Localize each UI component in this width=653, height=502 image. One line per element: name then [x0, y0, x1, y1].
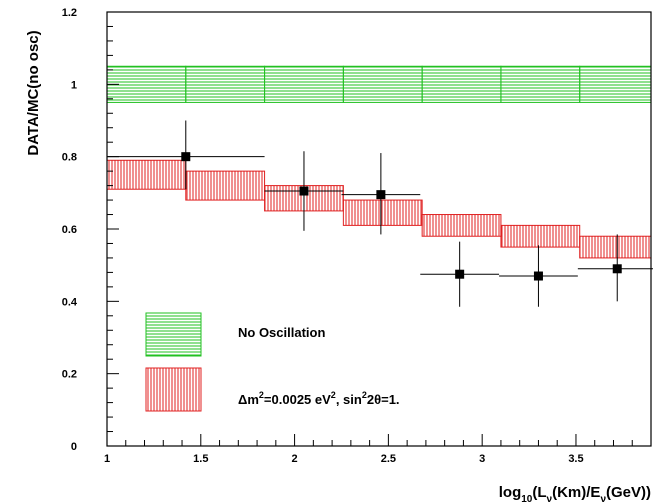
band-bin-osc-6: [579, 235, 652, 259]
data-marker: [455, 269, 465, 279]
legend-l2-g: 2θ=1.: [367, 392, 400, 407]
band-bin-no-osc-6: [579, 65, 652, 103]
y-tick-label: 0: [71, 441, 77, 453]
x-axis-title: log10(Lν(Km)/Eν(GeV)): [499, 484, 651, 502]
x-tick-label: 3: [479, 453, 485, 465]
x-title-base: log: [499, 484, 522, 501]
legend-l2-d: 2: [331, 390, 336, 400]
data-marker: [181, 152, 191, 162]
y-tick-label: 1.2: [62, 7, 77, 19]
band-bin-osc-3: [342, 199, 423, 226]
x-tick-label: 2.5: [381, 453, 396, 465]
legend-swatch-oscillation: [145, 367, 202, 412]
data-marker: [612, 264, 622, 274]
band-bin-osc-1: [185, 170, 266, 201]
x-title-sub1: 10: [521, 494, 533, 502]
x-tick-label: 1: [104, 453, 110, 465]
band-bin-osc-0: [106, 159, 187, 190]
data-point-1: [264, 151, 344, 231]
band-bin-no-osc-5: [500, 65, 581, 103]
x-title-mid: (L: [532, 484, 546, 501]
y-tick-label: 0.6: [62, 224, 77, 236]
legend-l2-a: Δm: [238, 392, 259, 407]
data-point-5: [577, 234, 653, 302]
y-tick-label: 1: [71, 79, 77, 91]
band-bin-no-osc-1: [185, 65, 266, 103]
legend-l2-b: 2: [259, 390, 264, 400]
y-axis-ticks: 0 0.2 0.4 0.6 0.8 1 1.2: [62, 7, 119, 453]
band-bin-no-osc-0: [106, 65, 187, 103]
data-points-layer: [107, 120, 653, 307]
x-tick-label: 3.5: [568, 453, 583, 465]
x-tick-label: 2: [292, 453, 298, 465]
data-point-2: [341, 153, 421, 235]
x-title-sub3: ν: [600, 494, 606, 502]
y-tick-label: 0.8: [62, 152, 77, 164]
data-marker: [376, 190, 386, 200]
band-bin-osc-5: [500, 224, 581, 248]
x-axis-ticks: 1 1.5 2 2.5 3 3.5: [104, 434, 652, 465]
band-bin-no-osc-2: [264, 65, 344, 103]
y-axis-title: DATA/MC(no osc): [25, 30, 42, 155]
y-tick-label: 0.2: [62, 369, 77, 381]
x-title-sub2: ν: [547, 494, 553, 502]
x-title-mid2: (Km)/E: [552, 484, 600, 501]
x-title-end: (GeV)): [606, 484, 651, 501]
legend-label-no-oscillation: No Oscillation: [238, 325, 325, 340]
data-point-4: [499, 245, 578, 307]
band-bin-no-osc-3: [342, 65, 423, 103]
data-point-0: [107, 120, 265, 190]
legend-swatch-no-oscillation: [145, 312, 202, 357]
data-marker: [299, 186, 309, 196]
x-tick-label: 1.5: [193, 453, 208, 465]
legend-l2-e: , sin: [336, 392, 362, 407]
legend: No Oscillation Δm2=0.0025 eV2, sin22θ=1.: [145, 312, 400, 412]
band-bin-osc-4: [421, 214, 502, 237]
legend-label-oscillation: Δm2=0.0025 eV2, sin22θ=1.: [238, 390, 400, 407]
legend-l2-c: =0.0025 eV: [264, 392, 331, 407]
data-point-3: [420, 241, 500, 307]
bands-layer: [106, 65, 652, 259]
y-tick-label: 0.4: [62, 296, 78, 308]
band-bin-no-osc-4: [421, 65, 502, 103]
legend-l2-f: 2: [362, 390, 367, 400]
data-marker: [533, 271, 543, 281]
